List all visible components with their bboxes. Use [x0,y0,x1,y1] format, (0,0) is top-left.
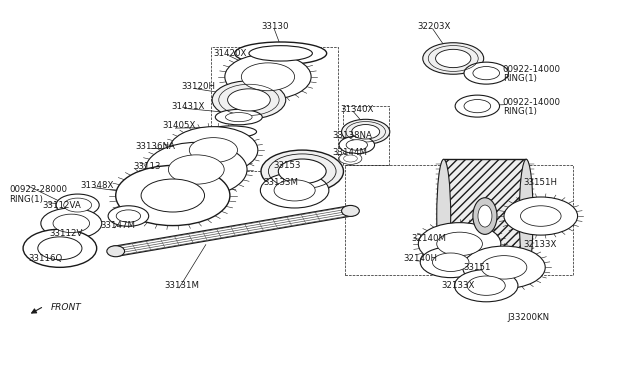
Text: 31405X: 31405X [163,121,196,131]
Ellipse shape [278,159,326,184]
Ellipse shape [519,159,533,273]
Text: 33138NA: 33138NA [333,131,372,140]
Ellipse shape [235,42,326,65]
Ellipse shape [342,205,359,217]
Ellipse shape [464,62,508,84]
Ellipse shape [116,166,230,225]
Ellipse shape [141,179,205,212]
Ellipse shape [346,140,367,150]
Ellipse shape [116,210,141,222]
Ellipse shape [169,126,258,174]
Ellipse shape [352,125,380,139]
Ellipse shape [261,150,344,193]
Ellipse shape [478,205,492,227]
Text: J33200KN: J33200KN [508,313,550,322]
Text: 33120H: 33120H [181,82,215,91]
Text: 33153: 33153 [273,161,301,170]
Text: 00922-14000: 00922-14000 [502,98,561,107]
Ellipse shape [339,136,374,154]
Ellipse shape [274,180,315,201]
Ellipse shape [423,43,484,74]
Ellipse shape [464,100,491,113]
Ellipse shape [436,49,471,68]
Text: 33112V: 33112V [49,229,83,238]
Ellipse shape [64,198,92,212]
Ellipse shape [463,246,545,289]
Ellipse shape [455,95,500,117]
Text: 32140H: 32140H [403,254,437,263]
Text: 32140M: 32140M [412,234,447,243]
Text: 33151: 33151 [463,263,491,272]
Ellipse shape [215,109,262,125]
Text: 31340X: 31340X [340,105,374,113]
Ellipse shape [481,256,527,279]
Text: 31431X: 31431X [172,102,205,110]
Text: 33151H: 33151H [523,178,557,187]
Text: 32203X: 32203X [417,22,451,31]
Ellipse shape [420,247,481,278]
Ellipse shape [454,270,518,302]
Ellipse shape [41,208,102,239]
Ellipse shape [38,237,82,260]
Text: RING(1): RING(1) [9,195,43,205]
Text: 31348X: 31348X [80,181,113,190]
Ellipse shape [436,159,451,273]
Ellipse shape [419,223,501,265]
Text: RING(1): RING(1) [502,108,536,116]
Text: 32133X: 32133X [442,281,475,290]
Text: 00922-14000: 00922-14000 [502,65,561,74]
Ellipse shape [107,246,125,257]
Ellipse shape [23,229,97,267]
Ellipse shape [189,138,237,163]
Ellipse shape [225,54,311,100]
Ellipse shape [260,173,329,208]
Ellipse shape [436,232,483,256]
Text: 33112VA: 33112VA [42,201,81,209]
Ellipse shape [344,155,357,162]
Ellipse shape [206,126,257,138]
Ellipse shape [339,153,362,164]
Ellipse shape [249,46,312,61]
Ellipse shape [467,276,505,295]
Ellipse shape [520,206,561,226]
Text: 33130: 33130 [262,22,289,31]
Ellipse shape [342,119,390,144]
Text: 33136NA: 33136NA [135,142,175,151]
Text: 33131M: 33131M [164,281,199,290]
Text: 33116Q: 33116Q [29,254,63,263]
Text: 31420X: 31420X [213,49,246,58]
Text: FRONT: FRONT [51,303,81,312]
Text: 32133X: 32133X [523,240,556,249]
Ellipse shape [504,197,577,235]
Ellipse shape [108,206,148,226]
Ellipse shape [225,112,252,122]
Bar [444,159,526,273]
Ellipse shape [56,194,99,216]
Ellipse shape [228,89,270,111]
Ellipse shape [241,63,294,91]
Text: 33133M: 33133M [263,178,298,187]
Ellipse shape [473,198,497,234]
Text: 33144M: 33144M [333,148,368,157]
Ellipse shape [168,155,224,184]
Ellipse shape [53,214,90,232]
Ellipse shape [212,81,285,119]
Text: 00922-28000: 00922-28000 [9,185,67,194]
Text: 33113: 33113 [134,162,161,171]
Text: RING(1): RING(1) [502,74,536,83]
Ellipse shape [145,142,247,197]
Text: 33147M: 33147M [100,221,136,230]
Ellipse shape [433,253,469,272]
Ellipse shape [473,67,500,80]
